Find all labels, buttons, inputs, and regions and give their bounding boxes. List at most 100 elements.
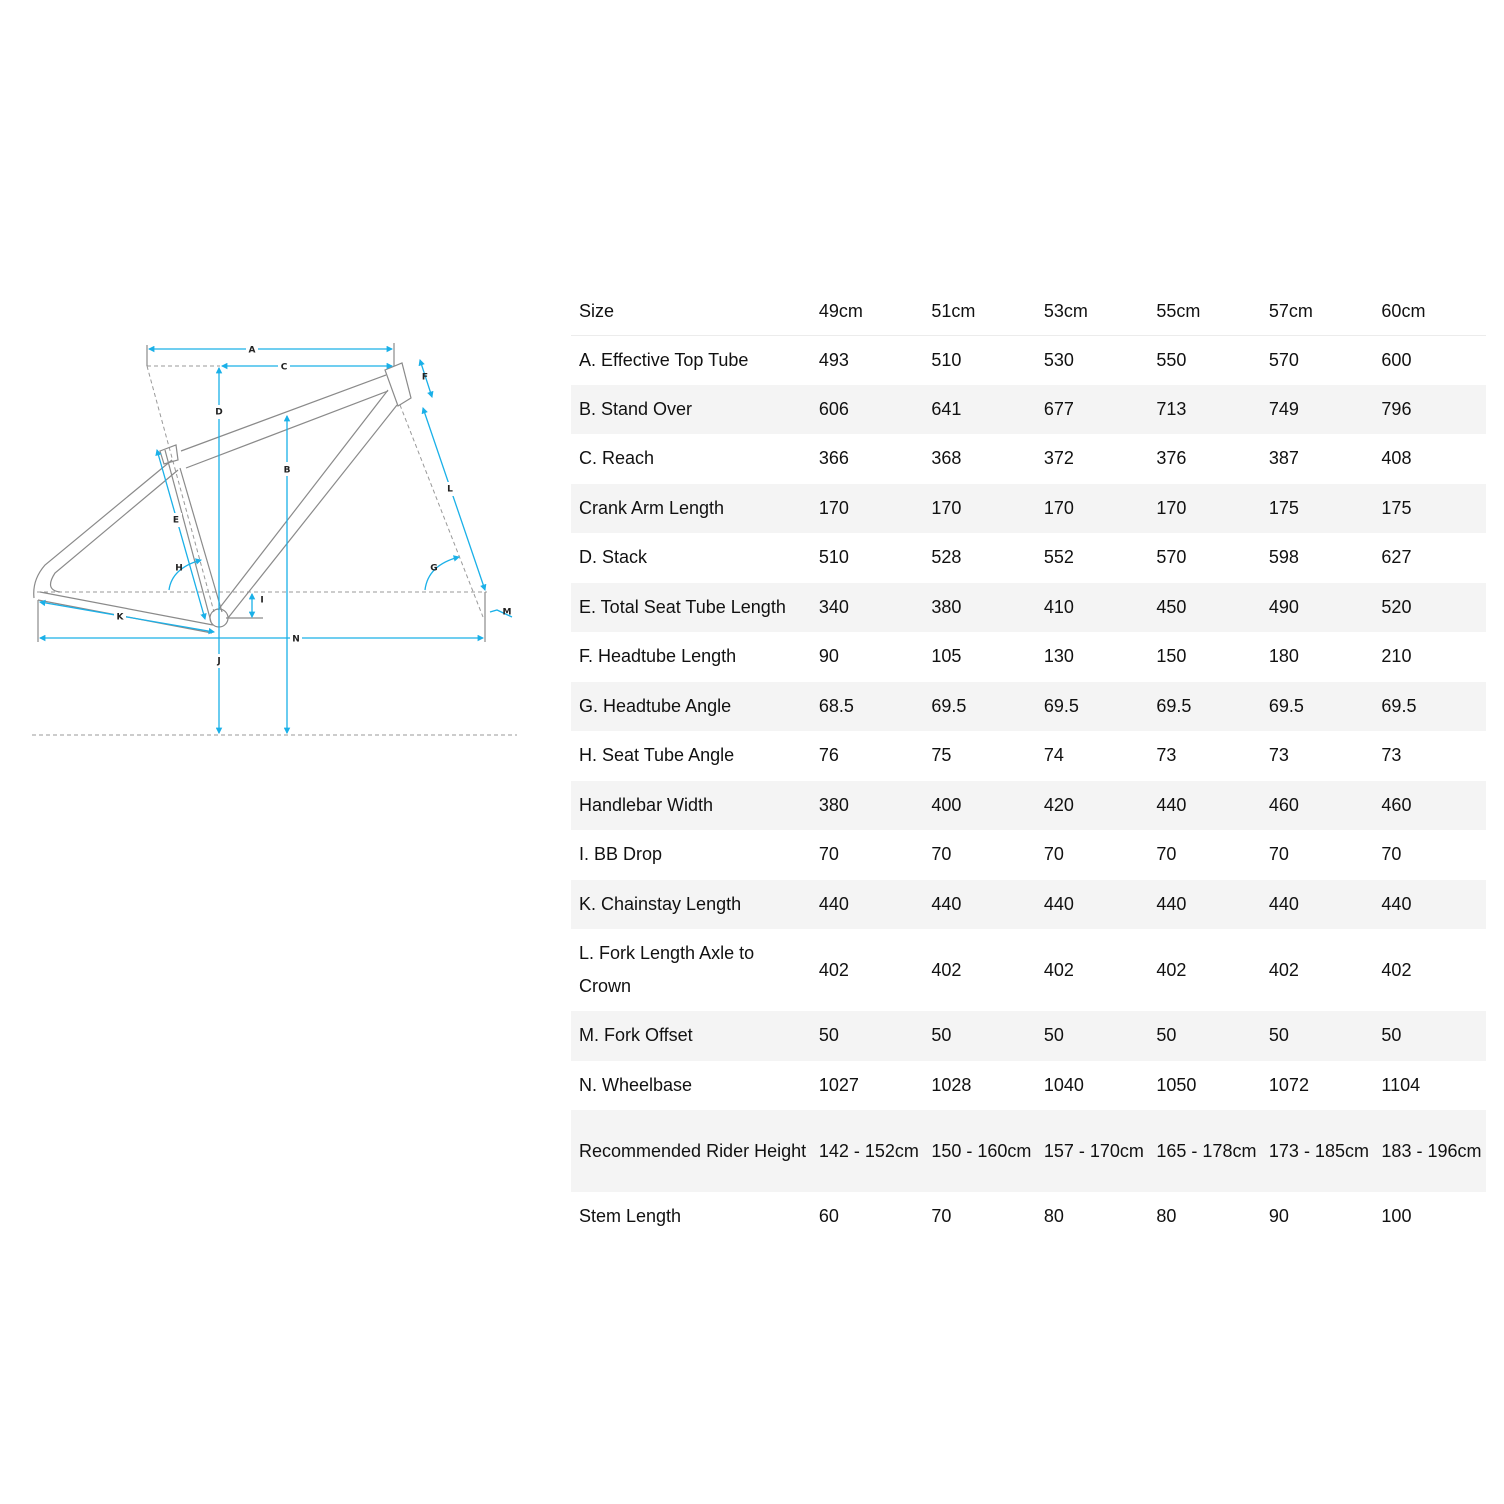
row-value: 69.5 (1268, 695, 1304, 716)
row-value: 170 (1043, 497, 1074, 518)
table-row: E. Total Seat Tube Length 340 380 410 450 490… (571, 582, 1486, 632)
row-label: Handlebar Width (579, 794, 714, 815)
row-value: 173 - 185cm (1268, 1140, 1369, 1161)
row-value: 713 (1156, 398, 1187, 419)
row-value: 70 (931, 1206, 952, 1227)
row-value: 80 (1043, 1206, 1064, 1227)
row-value: 528 (931, 547, 962, 568)
row-value: 450 (1156, 596, 1187, 617)
label-l: L (447, 485, 453, 495)
row-value: 130 (1043, 646, 1074, 667)
row-value: 627 (1381, 547, 1412, 568)
table-row: Stem Length 60 70 80 80 90 100 (571, 1192, 1486, 1242)
row-label: I. BB Drop (579, 844, 663, 865)
row-value: 1027 (818, 1074, 859, 1095)
row-label: K. Chainstay Length (579, 893, 742, 914)
row-value: 368 (931, 448, 962, 469)
row-value: 460 (1381, 794, 1412, 815)
frame-geometry-diagram: A B C D E F G H I J K L M N (32, 343, 517, 736)
row-value: 175 (1381, 497, 1412, 518)
row-value: 210 (1381, 646, 1412, 667)
row-value: 1050 (1156, 1074, 1197, 1095)
row-label: B. Stand Over (579, 398, 693, 419)
row-value: 60 (818, 1206, 839, 1227)
row-value: 490 (1268, 596, 1299, 617)
table-row: D. Stack 510 528 552 570 598 627 (571, 533, 1486, 583)
row-label: C. Reach (579, 448, 655, 469)
geometry-table: Size 49cm 51cm 53cm 55cm 57cm 60cm A. Effective… (571, 288, 1486, 1242)
dimension-lines (38, 345, 513, 735)
row-value: 641 (931, 398, 962, 419)
row-value: 74 (1043, 745, 1064, 766)
table-row: A. Effective Top Tube 493 510 530 550 570 600 (571, 335, 1486, 385)
row-value: 440 (1381, 893, 1412, 914)
header-size-label: Size (579, 300, 615, 321)
row-label: F. Headtube Length (579, 646, 737, 667)
row-value: 606 (818, 398, 849, 419)
row-value: 677 (1043, 398, 1074, 419)
row-value: 1028 (931, 1074, 972, 1095)
label-m: M (503, 608, 512, 618)
row-value: 183 - 196cm (1381, 1140, 1482, 1161)
table-row: B. Stand Over 606 641 677 713 749 796 (571, 384, 1486, 434)
row-value: 402 (1156, 959, 1187, 980)
row-value: 510 (931, 349, 962, 370)
row-value: 70 (1381, 844, 1402, 865)
row-value: 408 (1381, 448, 1412, 469)
row-label: Recommended Rider Height (579, 1140, 807, 1161)
row-value: 402 (1268, 959, 1299, 980)
row-value: 50 (1381, 1025, 1402, 1046)
row-value: 50 (931, 1025, 952, 1046)
row-value: 90 (1268, 1206, 1289, 1227)
row-value: 520 (1381, 596, 1412, 617)
row-label: L. Fork Length Axle to Crown (579, 943, 755, 996)
header-size-53cm: 53cm (1043, 300, 1088, 321)
row-value: 180 (1268, 646, 1299, 667)
row-label: D. Stack (579, 547, 648, 568)
table-row: Recommended Rider Height 142 - 152cm 150 -… (571, 1110, 1486, 1192)
row-value: 598 (1268, 547, 1299, 568)
header-size-60cm: 60cm (1381, 300, 1426, 321)
table-row: F. Headtube Length 90 105 130 150 180 210 (571, 632, 1486, 682)
row-value: 380 (931, 596, 962, 617)
row-label: A. Effective Top Tube (579, 349, 749, 370)
row-value: 440 (818, 893, 849, 914)
row-value: 402 (1381, 959, 1412, 980)
table-row: I. BB Drop 70 70 70 70 70 70 (571, 830, 1486, 880)
row-value: 440 (1043, 893, 1074, 914)
dimension-labels: A B C D E F G H I J K L M N (114, 343, 512, 668)
table-row: C. Reach 366 368 372 376 387 408 (571, 434, 1486, 484)
row-value: 1072 (1268, 1074, 1309, 1095)
row-value: 380 (818, 794, 849, 815)
row-value: 550 (1156, 349, 1187, 370)
row-label: G. Headtube Angle (579, 695, 732, 716)
row-value: 402 (1043, 959, 1074, 980)
row-value: 600 (1381, 349, 1412, 370)
row-value: 157 - 170cm (1043, 1140, 1144, 1161)
label-b: B (284, 466, 291, 476)
row-value: 796 (1381, 398, 1412, 419)
row-value: 510 (818, 547, 849, 568)
row-value: 440 (1268, 893, 1299, 914)
header-size-57cm: 57cm (1268, 300, 1313, 321)
row-value: 552 (1043, 547, 1074, 568)
row-value: 372 (1043, 448, 1074, 469)
row-value: 170 (1156, 497, 1187, 518)
row-value: 50 (1268, 1025, 1289, 1046)
row-value: 440 (1156, 794, 1187, 815)
label-h: H (175, 564, 183, 574)
header-size-49cm: 49cm (818, 300, 863, 321)
row-label: H. Seat Tube Angle (579, 745, 735, 766)
row-label: M. Fork Offset (579, 1025, 693, 1046)
row-value: 68.5 (818, 695, 854, 716)
row-value: 340 (818, 596, 849, 617)
header-size-55cm: 55cm (1156, 300, 1201, 321)
row-value: 50 (818, 1025, 839, 1046)
row-value: 460 (1268, 794, 1299, 815)
row-value: 493 (818, 349, 849, 370)
row-value: 73 (1268, 745, 1289, 766)
label-k: K (117, 613, 125, 623)
header-size-51cm: 51cm (931, 300, 976, 321)
table-row: N. Wheelbase 1027 1028 1040 1050 1072 1104 (571, 1061, 1486, 1111)
table-row: Handlebar Width 380 400 420 440 460 460 (571, 780, 1486, 830)
